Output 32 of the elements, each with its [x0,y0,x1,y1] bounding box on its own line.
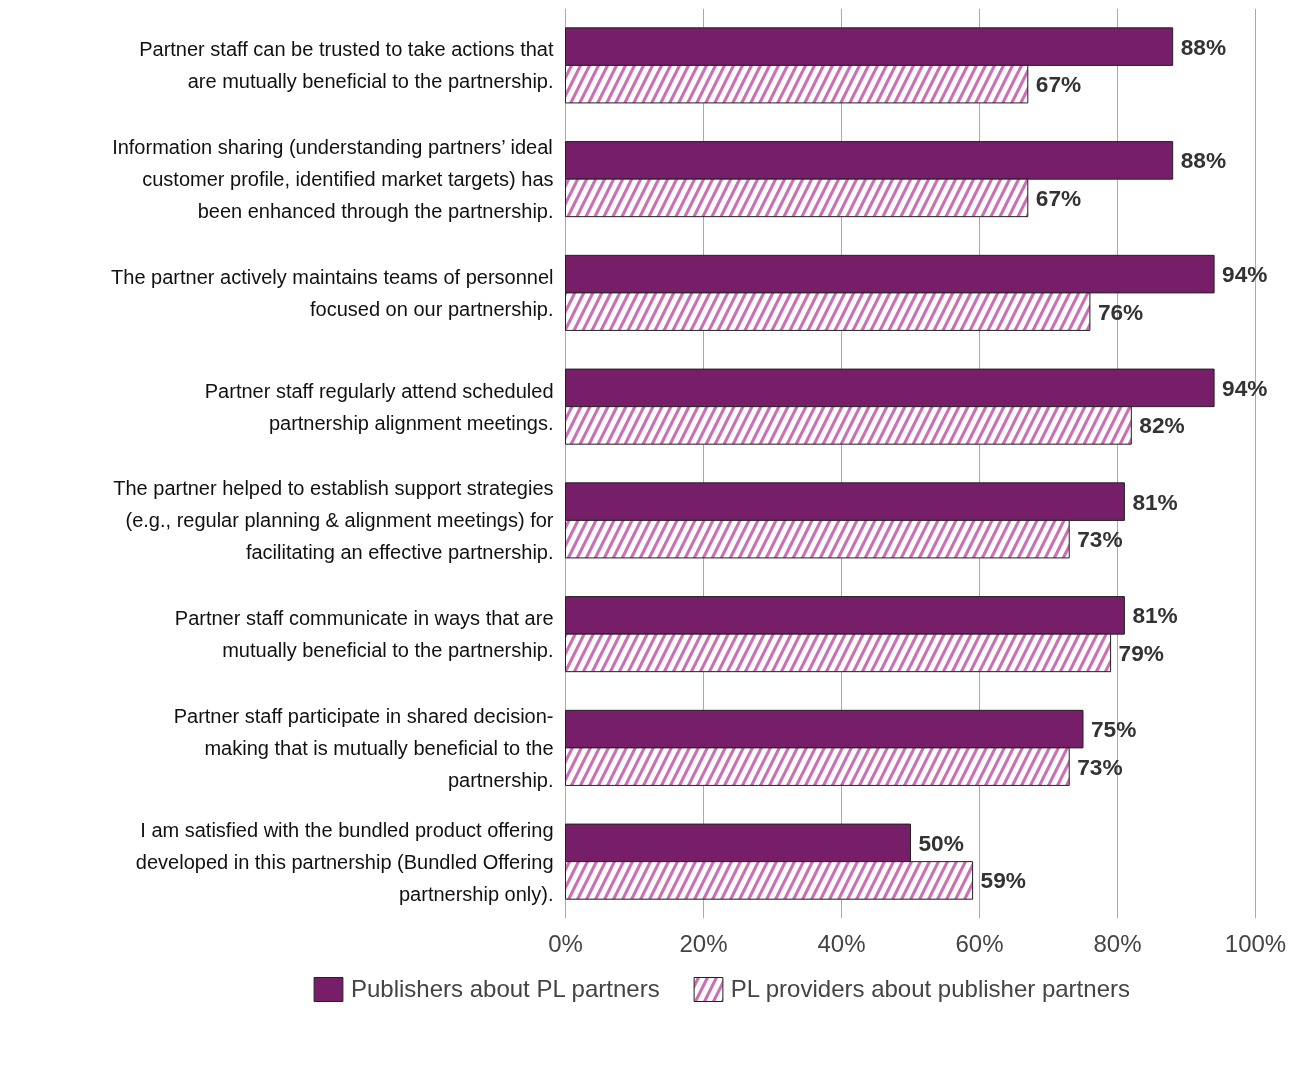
x-tick-label: 40% [817,929,866,957]
data-label: 94% [1222,261,1268,288]
data-label: 81% [1132,602,1178,629]
data-label: 50% [918,829,964,856]
data-label: 73% [1077,753,1123,780]
x-tick-label: 60% [955,929,1004,957]
y-tick-label: I am satisfied with the bundled product offering developed in this partnership (Bundled Offering partnership only). [135,818,554,905]
x-tick-label: 20% [679,929,728,957]
data-label: 88% [1180,33,1227,60]
x-tick-label: 80% [1093,929,1142,957]
data-label: 75% [1091,716,1137,743]
data-label: 81% [1132,488,1178,515]
y-tick-label: Partner staff communicate in ways that are mutually beneficial to the partnership. [174,607,554,662]
data-label: 88% [1180,147,1227,174]
data-label: 94% [1222,374,1268,401]
x-tick-label: 100% [1224,929,1287,957]
y-tick-label: The partner actively maintains teams of personnel focused on our partnership. [111,265,554,320]
data-label: 67% [1035,71,1082,98]
data-label: 67% [1035,184,1082,211]
data-label: 73% [1077,526,1123,553]
y-tick-label: Partner staff can be trusted to take actions that are mutually beneficial to the partnership. [139,38,554,93]
y-tick-label: Partner staff regularly attend scheduled partnership alignment meetings. [204,379,554,434]
y-tick-label: Information sharing (understanding partners’ ideal customer profile, identified market targets) has been enhanced through the partnership. [112,136,554,223]
data-label: 76% [1097,298,1144,325]
y-tick-label: The partner helped to establish support strategies (e.g., regular planning & alignment meetings) for facilitating an effective partnership. [113,477,554,564]
data-label: 79% [1118,639,1164,666]
y-tick-label: Partner staff participate in shared decision-making that is mutually beneficial to the partnership. [173,704,554,791]
data-label: 82% [1139,412,1185,439]
legend-label: Publishers about PL partners [351,975,660,1003]
data-label: 59% [980,867,1026,894]
legend-label: PL providers about publisher partners [730,975,1130,1003]
x-tick-label: 0% [548,929,583,957]
